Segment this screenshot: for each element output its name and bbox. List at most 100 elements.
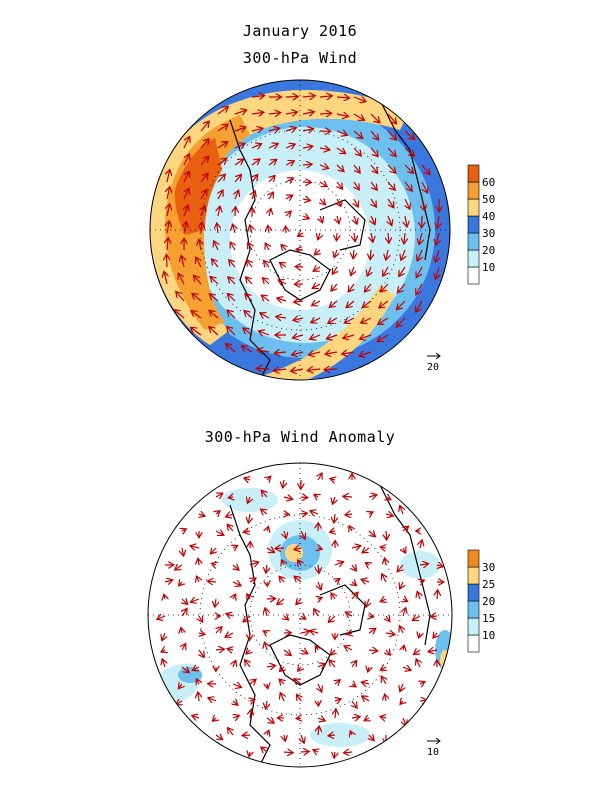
- wind-vector-arrow: [158, 616, 166, 619]
- wind-vector-arrow: [344, 496, 353, 497]
- wind-vector-arrow: [313, 301, 321, 305]
- wind-vector-arrow: [167, 188, 170, 200]
- wind-vector-arrow: [317, 664, 324, 667]
- wind-vector-arrow: [388, 215, 391, 225]
- wind-vector-arrow: [316, 647, 318, 650]
- wind-vector-arrow: [370, 147, 377, 156]
- wind-vector-arrow: [278, 599, 285, 604]
- wind-vector-arrow: [251, 160, 259, 166]
- colorbar-tick-label: 10: [482, 261, 495, 274]
- wind-vector-arrow: [295, 577, 302, 582]
- colorbar-swatch: [467, 617, 480, 636]
- wind-vector-arrow: [418, 593, 420, 600]
- wind-anomaly-map-panel: 10 15 20 25 30 10: [0, 445, 600, 785]
- wind-vector-arrow: [228, 294, 236, 302]
- wind-vector-arrow: [163, 660, 165, 668]
- wind-vector-arrow: [404, 164, 413, 173]
- wind-vector-arrow: [314, 750, 318, 752]
- wind-vector-arrow: [162, 650, 165, 652]
- wind-vector-arrow: [403, 599, 407, 601]
- wind-vector-arrow: [383, 266, 388, 275]
- wind-vector-arrow: [231, 243, 235, 251]
- colorbar-tick-label: 30: [482, 227, 495, 240]
- wind-vector-arrow: [283, 479, 284, 487]
- wind-vector-arrow: [311, 335, 321, 339]
- wind-vector-arrow: [361, 335, 372, 339]
- wind-vector-arrow: [319, 113, 331, 114]
- wind-vector-arrow: [292, 369, 304, 371]
- wind-vector-arrow: [199, 514, 204, 516]
- wind-vector-arrow: [380, 300, 389, 307]
- wind-vector-arrow: [201, 207, 204, 217]
- wind-vector-arrow: [336, 148, 345, 153]
- wind-vector-arrow: [337, 215, 339, 223]
- wind-vector-arrow: [386, 650, 390, 654]
- wind-vector-arrow: [317, 718, 324, 720]
- wind-vector-arrow: [302, 112, 313, 114]
- wind-vector-arrow: [233, 565, 238, 569]
- wind-vector-arrow: [416, 283, 423, 294]
- wind-vector-arrow: [354, 198, 358, 206]
- coastlines: [229, 99, 431, 380]
- wind-vector-arrow: [248, 595, 251, 599]
- wind-vector-arrow: [245, 311, 253, 319]
- wind-vector-arrow: [228, 525, 233, 532]
- wind-vector-arrow: [282, 245, 286, 250]
- wind-vector-arrow: [353, 113, 363, 120]
- wind-vector-arrow: [387, 147, 395, 156]
- wind-vector-arrow: [264, 261, 269, 267]
- wind-vector-arrow: [242, 347, 253, 353]
- wind-vector-arrow: [200, 140, 208, 149]
- wind-vector-arrow: [167, 239, 168, 251]
- wind-vector-arrow: [420, 541, 422, 549]
- wind-vector-arrow: [257, 368, 270, 369]
- wind-vector-arrow: [277, 317, 287, 318]
- wind-vector-arrow: [228, 311, 236, 319]
- wind-vector-arrow: [263, 279, 270, 285]
- wind-vector-arrow: [437, 591, 438, 600]
- wind-vector-arrow: [354, 232, 355, 241]
- wind-vector-arrow: [397, 317, 406, 326]
- wind-vector-arrow: [211, 548, 216, 553]
- wind-vector-arrow: [401, 249, 405, 259]
- wind-vector-arrow: [400, 581, 403, 588]
- wind-vector-arrow: [283, 650, 290, 655]
- wind-vector-arrow: [252, 192, 255, 200]
- wind-vector-arrow: [280, 680, 284, 684]
- wind-vector-arrow: [329, 318, 338, 323]
- wind-vector-arrow: [400, 507, 403, 515]
- wind-vector-arrow: [268, 160, 276, 165]
- wind-vector-arrow: [333, 496, 335, 503]
- wind-vector-arrow: [198, 693, 199, 702]
- wind-vector-arrow: [436, 232, 439, 244]
- wind-vector-arrow: [227, 344, 236, 353]
- wind-vector-arrow: [182, 529, 185, 531]
- wind-vector-arrow: [245, 478, 250, 480]
- wind-vector-arrow: [229, 278, 236, 285]
- wind-vector-arrow: [331, 479, 335, 480]
- wind-vector-arrow: [232, 582, 240, 585]
- wind-vector-arrow: [400, 683, 403, 691]
- wind-vector-arrow: [245, 661, 250, 668]
- wind-vector-arrow: [262, 491, 267, 498]
- wind-vector-arrow: [420, 581, 423, 582]
- wind-vector-arrow: [182, 257, 185, 268]
- wind-vector-arrow: [234, 128, 245, 132]
- wind-vector-arrow: [381, 547, 386, 548]
- wind-vector-arrow: [179, 582, 182, 585]
- wind-vector-arrow: [248, 244, 252, 251]
- wind-vector-arrow: [318, 683, 321, 691]
- wind-vector-arrow: [403, 646, 404, 650]
- wind-vector-arrow: [360, 352, 372, 356]
- wind-vector-arrow: [337, 181, 342, 188]
- wind-vector-arrow: [300, 752, 308, 753]
- wind-vector-arrow: [192, 328, 202, 336]
- wind-vector-arrow: [319, 148, 329, 150]
- wind-vector-arrow: [349, 283, 354, 291]
- wind-vector-arrow: [217, 107, 227, 115]
- wind-vector-arrow: [218, 207, 220, 217]
- reference-vector-label: 10: [427, 747, 439, 758]
- wind-vector-arrow: [269, 176, 274, 183]
- wind-vector-arrow: [344, 335, 355, 338]
- wind-vector-arrow: [333, 266, 337, 273]
